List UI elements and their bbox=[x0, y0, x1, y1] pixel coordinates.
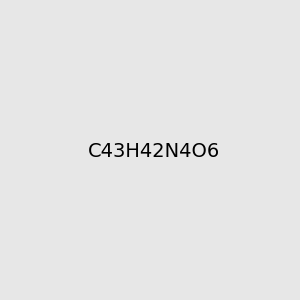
Text: C43H42N4O6: C43H42N4O6 bbox=[88, 142, 220, 161]
